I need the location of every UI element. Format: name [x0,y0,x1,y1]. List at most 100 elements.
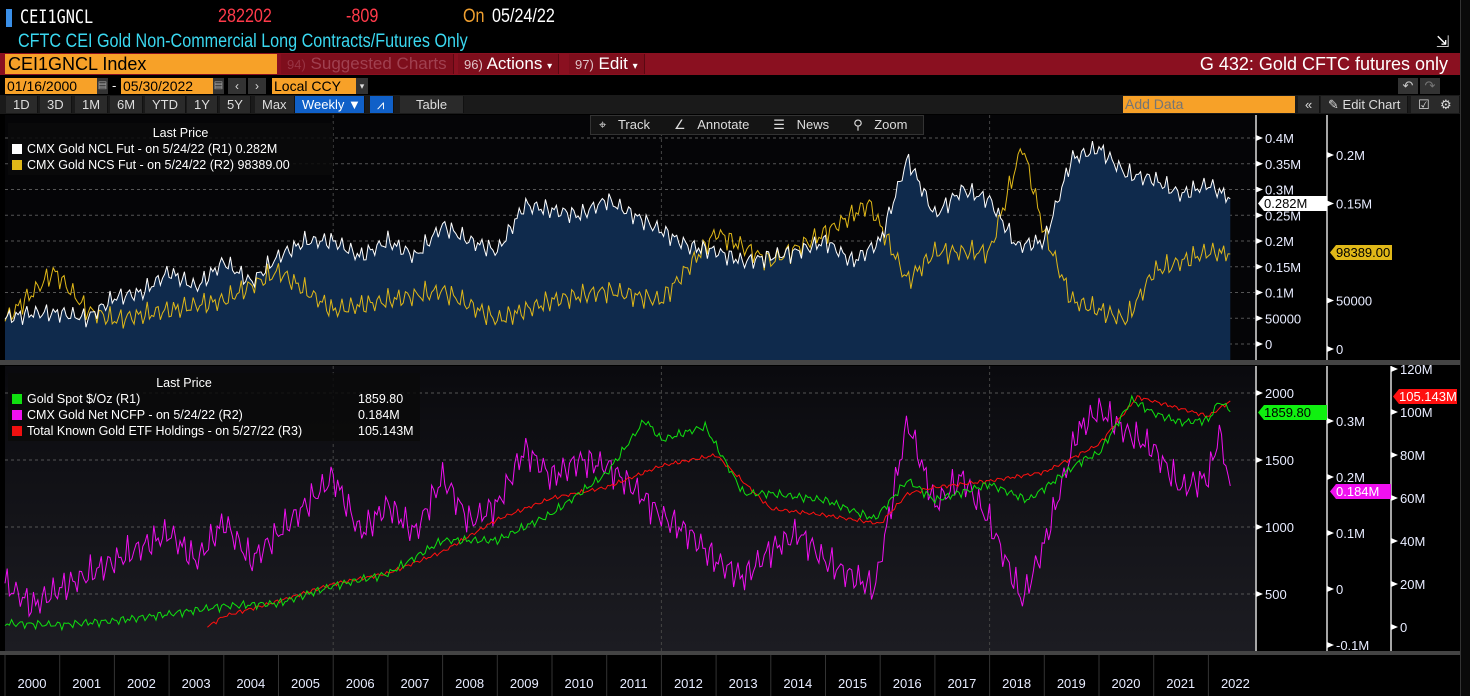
table-button[interactable]: Table [400,96,465,113]
top-r1-tick-label: 0.1M [1265,286,1294,301]
redo-button[interactable]: ↷ [1420,78,1440,94]
year-label: 2003 [182,676,211,691]
year-label: 2008 [455,676,484,691]
year-label: 2007 [400,676,429,691]
bottom-r1-tick-label: 1000 [1265,520,1294,535]
chart-title: G 432: Gold CFTC futures only [1199,54,1448,74]
legend-item-etf[interactable]: Total Known Gold ETF Holdings - on 5/27/… [12,423,416,439]
next-period-button[interactable]: › [248,78,266,94]
suggested-charts-button[interactable]: 94) Suggested Charts [281,54,454,74]
currency-select[interactable]: Local CCY [272,78,356,94]
year-label: 2004 [236,676,265,691]
chevron-down-icon[interactable]: ▾ [356,78,368,94]
top-r1-tick-label: 0 [1265,337,1272,352]
edit-label: Edit [598,54,628,73]
popout-icon[interactable]: ⇲ [1436,34,1450,51]
news-button[interactable]: ☰ News [765,116,845,134]
bottom-r3-tick-label: 20M [1400,577,1425,592]
period-3d[interactable]: 3D [40,96,72,113]
bottom-r2-tick-label: 0.3M [1336,414,1365,429]
calendar-icon[interactable]: ▤ [97,78,108,94]
side-panel-edge [1460,0,1470,696]
price-change: -809 [346,6,379,27]
tick-marker [1391,538,1398,544]
legend-item-ncfp[interactable]: CMX Gold Net NCFP - on 5/24/22 (R2) 0.184… [12,407,416,423]
edit-button[interactable]: 97) Edit ▾ [569,54,645,74]
spot-series-line[interactable] [4,394,1231,632]
year-label: 2009 [510,676,539,691]
ncs-series-line[interactable] [4,147,1231,329]
year-label: 2014 [783,676,812,691]
legend-title: Last Price [156,376,212,390]
tick-marker [1256,289,1263,296]
prev-period-button[interactable]: ‹ [228,78,246,94]
tick-marker [1256,457,1263,463]
legend-item-spot[interactable]: Gold Spot $/Oz (R1) 1859.80 [12,391,416,407]
zoom-button[interactable]: ⚲ Zoom [845,116,923,134]
period-6m[interactable]: 6M [110,96,144,113]
date-separator: - [112,78,117,93]
legend-label: Gold Spot $/Oz (R1) [27,392,141,406]
year-label: 2020 [1112,676,1141,691]
ncl-area-fill [5,141,1231,360]
calendar-icon[interactable]: ▤ [213,78,224,94]
menu-number: 94) [287,57,306,72]
annotate-button[interactable]: ∠ Annotate [666,116,765,134]
period-1m[interactable]: 1M [75,96,109,113]
add-data-input[interactable] [1123,96,1295,113]
tick-marker [1327,418,1334,424]
ncl-last-value-flag: 0.282M [1258,196,1327,211]
edit-chart-button[interactable]: ✎ Edit Chart [1321,96,1409,113]
ncfp-series-line[interactable] [4,397,1231,618]
line-chart-icon[interactable]: ⩘ [370,96,394,113]
etf-series-line[interactable] [207,395,1231,628]
dropdown-icon: ▾ [632,61,638,72]
period-ytd[interactable]: YTD [145,96,186,113]
bottom-divider [0,651,1460,655]
bottom-r1-tick-label: 1500 [1265,453,1294,468]
year-label: 2000 [18,676,47,691]
security-field[interactable]: CEI1GNCL Index [5,54,277,74]
legend-title: Last Price [152,126,209,140]
end-date-field[interactable]: 05/30/2022 [121,78,213,94]
tick-marker [1391,581,1398,587]
year-label: 2005 [291,676,320,691]
tick-marker [1256,341,1263,347]
track-button[interactable]: ⌖ Track [591,116,666,134]
start-date-field[interactable]: 01/16/2000 [5,78,97,94]
bottom-r3-tick-label: 100M [1400,405,1433,420]
zoom-label: Zoom [874,117,908,132]
gear-icon[interactable]: ⚙ [1433,96,1460,113]
ncl-series-line[interactable] [4,140,1231,328]
legend-label: CMX Gold NCS Fut - on 5/24/22 (R2) [27,158,235,172]
period-max[interactable]: Max [255,96,295,113]
period-1d[interactable]: 1D [6,96,38,113]
tick-marker [1256,390,1263,396]
chart-tools: ⌖ Track ∠ Annotate ☰ News ⚲ Zoom [590,115,925,135]
legend-item-ncl[interactable]: CMX Gold NCL Fut - on 5/24/22 (R1) 0.282… [12,141,329,157]
year-label: 2011 [620,676,648,691]
actions-button[interactable]: 96) Actions ▾ [458,54,560,74]
year-label: 2001 [72,676,101,691]
tick-marker [1256,263,1263,270]
period-5y[interactable]: 5Y [220,96,251,113]
tick-marker [1327,346,1334,352]
bottom-r3-tick-label: 40M [1400,534,1425,549]
collapse-icon[interactable]: « [1298,96,1321,113]
legend-value: 0.282M [235,142,278,156]
panel-divider[interactable] [0,360,1460,365]
period-1y[interactable]: 1Y [187,96,218,113]
legend-swatch [12,426,22,436]
year-label: 2002 [127,676,156,691]
tick-marker [1256,315,1263,322]
on-label: On [463,6,485,27]
legend-label: Total Known Gold ETF Holdings - on 5/27/… [27,424,303,438]
undo-button[interactable]: ↶ [1398,78,1418,94]
bottom-legend: Last Price Gold Spot $/Oz (R1) 1859.80 CM… [8,373,420,441]
frequency-select[interactable]: Weekly ▼ [295,96,365,113]
legend-item-ncs[interactable]: CMX Gold NCS Fut - on 5/24/22 (R2) 98389… [12,157,329,173]
tick-marker [1391,452,1398,458]
tick-marker [1327,152,1334,158]
legend-label: CMX Gold NCL Fut - on 5/24/22 (R1) [27,142,233,156]
